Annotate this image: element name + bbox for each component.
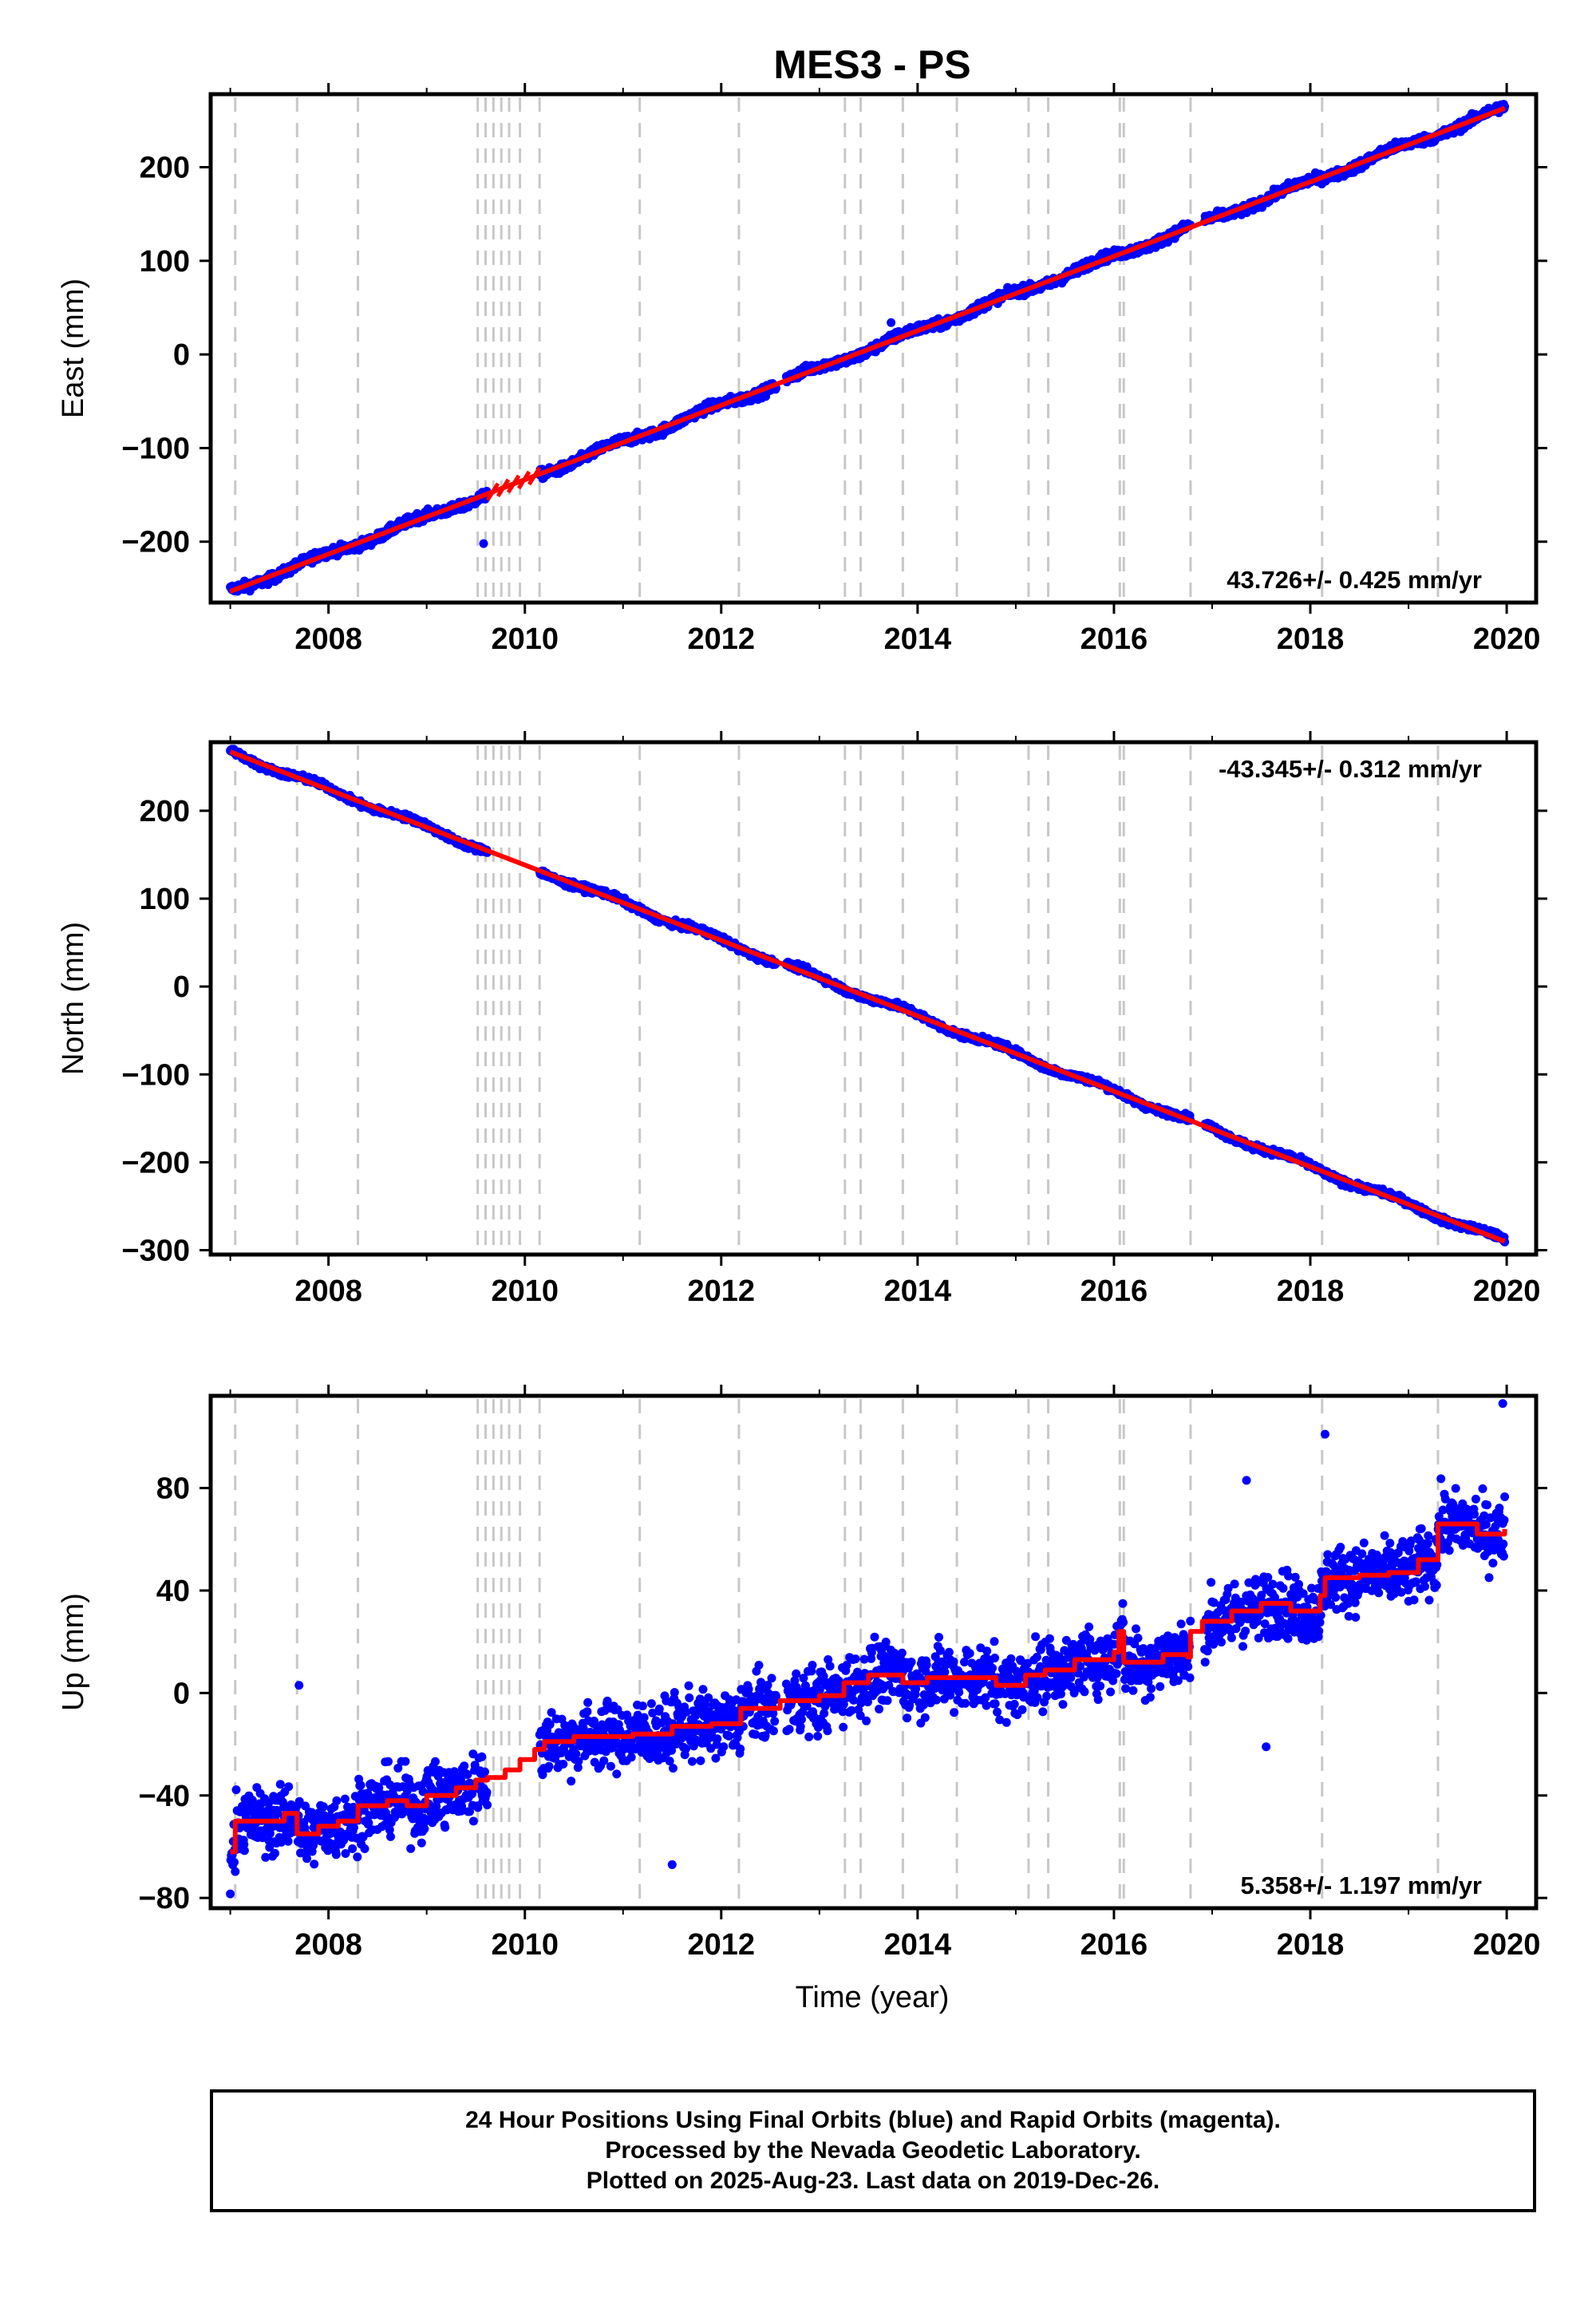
rate-label: 43.726+/- 0.425 mm/yr [1227, 566, 1482, 594]
outlier-point [887, 318, 896, 327]
x-tick-label: 2014 [884, 622, 952, 656]
x-tick-label: 2018 [1277, 622, 1345, 656]
x-tick-label: 2008 [294, 622, 362, 656]
y-tick-label: 0 [173, 338, 190, 372]
x-tick-label: 2010 [491, 622, 559, 656]
x-tick-label: 2016 [1080, 622, 1148, 656]
y-tick-label: −200 [121, 526, 190, 559]
east-panel: 2008 2010 2012 2014 2016 2018 2020 −200 −100 0 100… [57, 83, 1547, 656]
x-tick-label: 2012 [688, 622, 756, 656]
y-tick-label: 200 [140, 152, 190, 185]
north-panel: 2008 2010 2012 2014 2016 2018 2020−300−200−100… [57, 731, 1547, 1308]
y-tick-label: 100 [140, 245, 190, 279]
outlier-point [479, 539, 488, 548]
model-line [229, 105, 1506, 594]
y-tick-label: −100 [121, 432, 190, 465]
chart-title: MES3 - PS [773, 42, 970, 87]
x-tick-label: 2020 [1473, 622, 1541, 656]
y-axis-label: East (mm) [57, 279, 90, 418]
